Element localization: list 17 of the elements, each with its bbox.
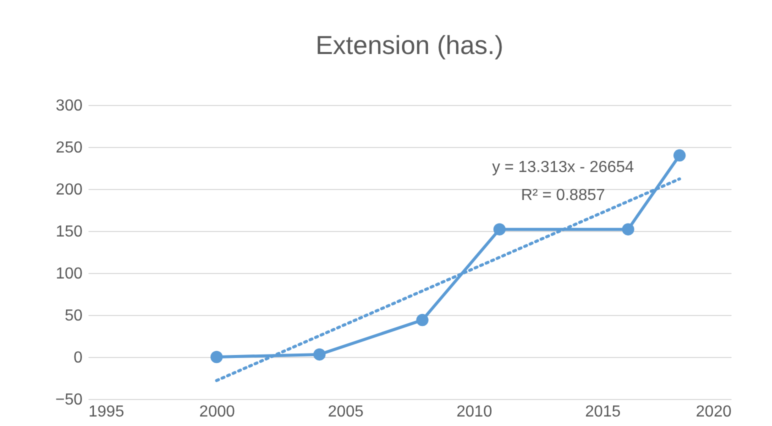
annotation: y = 13.313x - 26654 [492,159,634,176]
y-tick-label: 200 [56,182,83,198]
annotation: R² = 0.8857 [520,187,606,204]
x-tick-label: 1995 [88,404,124,420]
y-tick-label: 250 [56,140,83,156]
y-tick-label: 0 [74,350,83,366]
y-tick-label: 50 [64,308,83,324]
y-tick-label: 300 [56,98,83,114]
y-tick-label: 100 [56,266,83,282]
chart-title: Extension (has.) [316,30,504,60]
x-tick-label: 2020 [696,404,732,420]
x-tick-label: 2015 [585,404,621,420]
y-tick-label: −50 [55,392,83,408]
x-tick-label: 2010 [456,404,492,420]
y-tick-label: 150 [56,224,83,240]
x-tick-label: 2000 [199,404,235,420]
x-tick-label: 2005 [328,404,364,420]
